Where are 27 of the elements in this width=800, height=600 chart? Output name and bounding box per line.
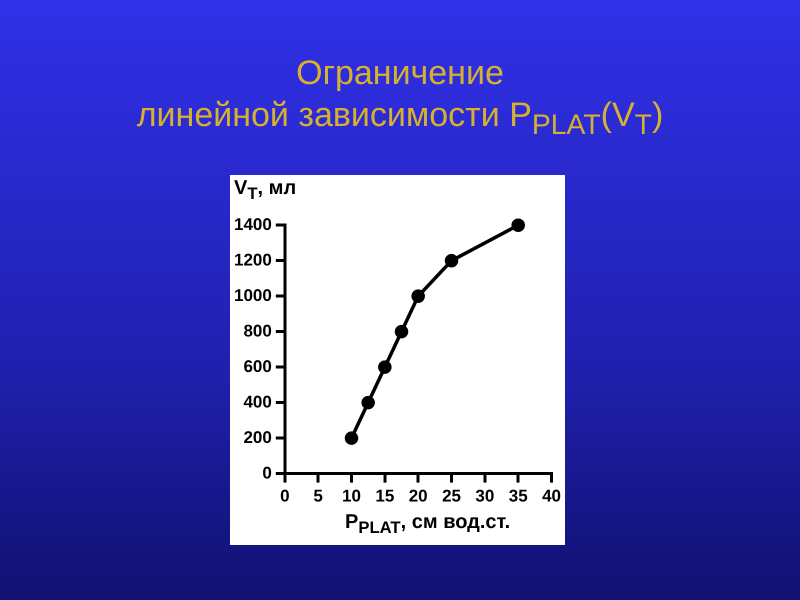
point (511, 218, 525, 232)
point (411, 289, 425, 303)
x-tick-label: 5 (313, 486, 323, 506)
x-tick-label: 25 (442, 486, 461, 506)
y-tick-label: 1000 (234, 286, 272, 305)
y-tick-label: 800 (243, 321, 272, 340)
point (444, 254, 458, 268)
x-tick-label: 30 (475, 486, 494, 506)
x-tick-label: 10 (342, 486, 361, 506)
point (361, 396, 375, 410)
y-tick-label: 600 (243, 356, 272, 376)
x-tick-label: 40 (542, 486, 562, 506)
y-tick-label: 0 (262, 463, 272, 482)
x-axis-title: P$_{PLAT}$, см вод.ст. (345, 511, 510, 538)
point (344, 431, 358, 445)
y-tick-label: 200 (243, 428, 272, 447)
y-tick-label: 1200 (234, 250, 272, 270)
x-tick-label: 20 (408, 486, 428, 506)
y-axis-title: V$_{T}$, мл (234, 177, 296, 204)
point (394, 324, 408, 338)
x-tick-label: 15 (375, 486, 394, 506)
x-tick-label: 0 (280, 486, 290, 506)
point (378, 360, 392, 374)
x-tick-label: 35 (508, 486, 528, 506)
y-tick-label: 1400 (234, 214, 272, 234)
y-tick-label: 400 (243, 392, 272, 412)
chart-title: Ограничение линейной зависимости P$_{PLAT}$(V$_{T}$) (136, 53, 664, 143)
